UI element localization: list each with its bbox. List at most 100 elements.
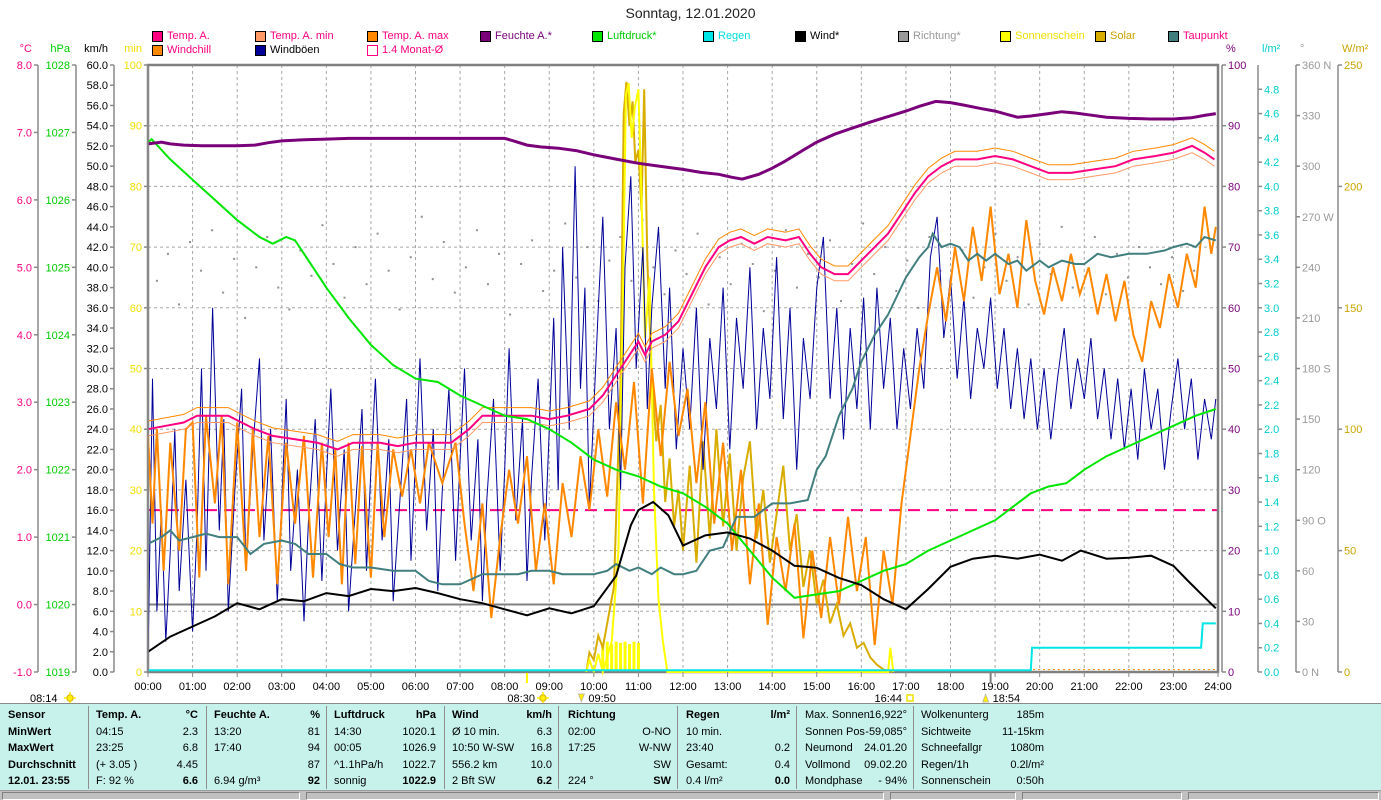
tick-label-hpa: 1027 bbox=[46, 127, 70, 139]
legend-label: 1.4 Monat-Ø bbox=[382, 44, 444, 56]
table-cell: (+ 3.05 ) 4.45 bbox=[94, 758, 200, 773]
marker-label-09-50: 09:50 bbox=[588, 693, 616, 703]
cell-value: 09.02.20 bbox=[864, 758, 907, 771]
legend-label: Luftdruck* bbox=[607, 30, 657, 42]
table-cell: 17:40 94 bbox=[212, 741, 322, 756]
weather-chart: 8.07.06.05.04.03.02.01.00.0-1.0°C1028102… bbox=[13, 43, 1369, 703]
direction-dot bbox=[376, 232, 379, 235]
direction-dot bbox=[685, 273, 688, 276]
tick-label-: 270 W bbox=[1302, 212, 1334, 224]
direction-dot bbox=[575, 276, 578, 279]
cell-value: 16,922° bbox=[868, 709, 907, 721]
time-label: 17:00 bbox=[892, 681, 920, 693]
tick-label-hpa: 1020 bbox=[46, 600, 70, 612]
cell-value: 10.0 bbox=[530, 758, 552, 771]
tick-label-km-h: 0.0 bbox=[93, 667, 108, 679]
table-cell: Ø 10 min. 6.3 bbox=[450, 725, 554, 740]
table-divider bbox=[913, 706, 914, 789]
direction-dot bbox=[840, 300, 843, 303]
tick-label-l-m: 3.8 bbox=[1264, 206, 1279, 218]
table-cell: Mondphase - 94% bbox=[803, 774, 909, 789]
cell-value: - 94% bbox=[878, 775, 907, 787]
tick-label-hpa: 1021 bbox=[46, 532, 70, 544]
tick-label-km-h: 34.0 bbox=[87, 323, 108, 335]
direction-dot bbox=[619, 235, 622, 238]
tick-label-l-m: 0.0 bbox=[1264, 667, 1279, 679]
axis-unit-hpa: hPa bbox=[50, 43, 70, 55]
direction-dot bbox=[817, 276, 820, 279]
direction-dot bbox=[497, 252, 500, 255]
statusbar-segment bbox=[1188, 792, 1379, 800]
cell-label: Max. Sonnen bbox=[805, 709, 870, 721]
tick-label-l-m: 4.0 bbox=[1264, 181, 1279, 193]
cell-label: Wind bbox=[452, 709, 479, 721]
cell-label: 556.2 km bbox=[452, 758, 498, 771]
cell-value: hPa bbox=[415, 709, 436, 721]
cell-label: ^1.1hPa/h bbox=[334, 758, 384, 771]
tick-label-km-h: 32.0 bbox=[87, 343, 108, 355]
direction-dot bbox=[972, 296, 975, 299]
direction-dot bbox=[564, 222, 567, 225]
cell-value: SW bbox=[653, 775, 671, 787]
square-icon bbox=[906, 694, 914, 702]
direction-dot bbox=[277, 286, 280, 289]
cell-value: 0.2l/m² bbox=[1010, 758, 1044, 771]
tick-label-w-m: 200 bbox=[1344, 181, 1362, 193]
direction-dot bbox=[1005, 279, 1008, 282]
tick-label-km-h: 8.0 bbox=[93, 586, 108, 598]
legend-label: Windböen bbox=[270, 44, 320, 56]
direction-dot bbox=[475, 229, 478, 232]
direction-dot bbox=[707, 303, 710, 306]
table-cell: 12.01. 23:55 bbox=[6, 774, 86, 789]
tick-label-: 240 bbox=[1302, 262, 1320, 274]
cell-value: 94 bbox=[307, 742, 320, 754]
direction-dot bbox=[464, 266, 467, 269]
tick-label-: 300 bbox=[1302, 161, 1320, 173]
tick-label-l-m: 1.4 bbox=[1264, 497, 1279, 509]
cell-label: Durchschnitt bbox=[8, 758, 76, 771]
axis-unit-: % bbox=[1226, 43, 1236, 55]
tick-label-hpa: 1025 bbox=[46, 262, 70, 274]
direction-dot bbox=[409, 256, 412, 259]
series-windchill bbox=[147, 206, 1217, 646]
table-cell: 10 min. bbox=[684, 725, 792, 740]
cell-value: 2.3 bbox=[182, 725, 198, 738]
table-cell: SW bbox=[566, 758, 673, 773]
table-column: Luftdruck hPa 14:30 1020.1 00:05 1026.9 ^1.1hP… bbox=[332, 704, 438, 791]
tick-label-w-m: 50 bbox=[1344, 546, 1356, 558]
table-cell: 10:50 W-SW 16.8 bbox=[450, 741, 554, 756]
tick-label-w-m: 250 bbox=[1344, 60, 1362, 72]
table-divider bbox=[796, 706, 797, 789]
axis-unit-c: °C bbox=[20, 43, 32, 55]
time-label: 02:00 bbox=[223, 681, 251, 693]
legend-item-windchill: Windchill bbox=[152, 44, 211, 56]
direction-dot bbox=[1049, 273, 1052, 276]
tick-label-l-m: 2.0 bbox=[1264, 424, 1279, 436]
tick-label-km-h: 46.0 bbox=[87, 202, 108, 214]
cell-label: 04:15 bbox=[96, 725, 124, 738]
cell-value: 0.2 bbox=[774, 742, 790, 754]
tick-label-km-h: 52.0 bbox=[87, 141, 108, 153]
series-solar bbox=[585, 81, 893, 673]
tick-label-: 100 bbox=[1228, 60, 1246, 72]
table-cell: Neumond 24.01.20 bbox=[803, 741, 909, 756]
cell-label: Wolkenunterg bbox=[921, 709, 989, 721]
direction-dot bbox=[1060, 225, 1063, 228]
direction-dot bbox=[332, 262, 335, 265]
cell-label: Vollmond bbox=[805, 758, 851, 771]
cell-label: 6.94 g/m³ bbox=[214, 775, 261, 787]
tick-label-km-h: 6.0 bbox=[93, 606, 108, 618]
tick-label-km-h: 60.0 bbox=[87, 60, 108, 72]
direction-dot bbox=[994, 232, 997, 235]
tick-label-l-m: 1.0 bbox=[1264, 546, 1279, 558]
time-label: 19:00 bbox=[981, 681, 1009, 693]
direction-dot bbox=[299, 249, 302, 252]
time-label: 01:00 bbox=[179, 681, 207, 693]
tick-label-km-h: 28.0 bbox=[87, 384, 108, 396]
table-cell: Sonnen Pos -59,085° bbox=[803, 725, 909, 740]
tick-label-min: 30 bbox=[130, 485, 142, 497]
cell-label: 17:40 bbox=[214, 742, 242, 754]
series-taupunkt bbox=[147, 231, 1217, 586]
table-cell: ^1.1hPa/h 1022.7 bbox=[332, 758, 438, 773]
tick-label-l-m: 3.2 bbox=[1264, 279, 1279, 291]
